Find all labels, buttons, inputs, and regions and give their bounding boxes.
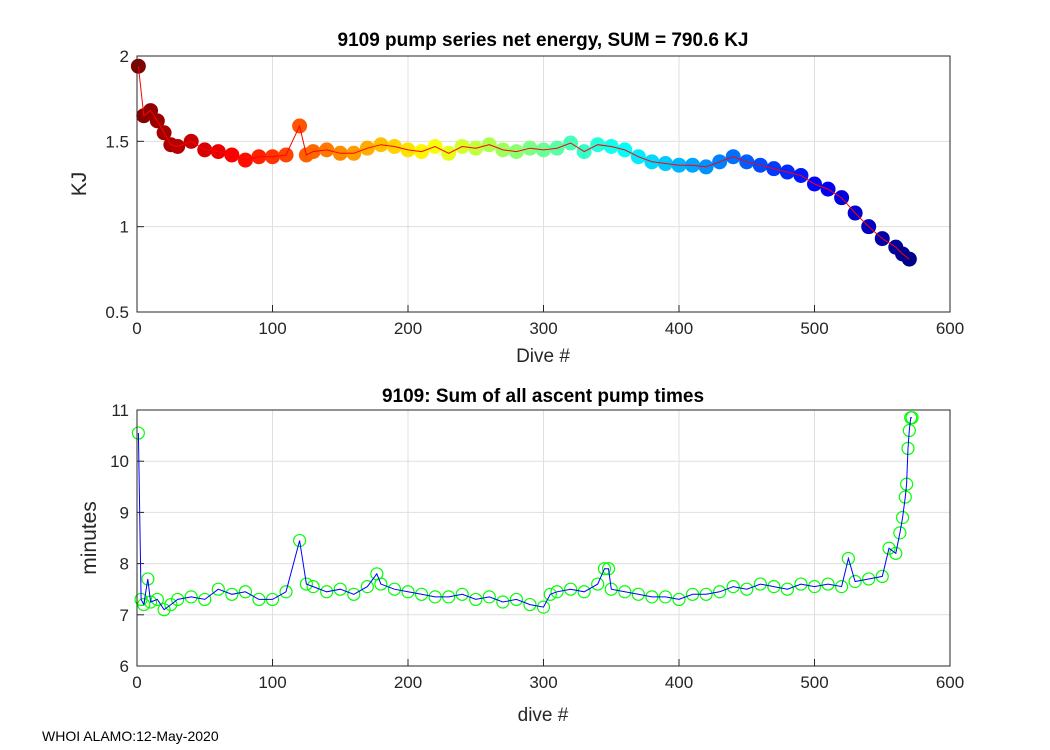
pump-time-y-tick-label: 6 xyxy=(120,657,129,676)
pump-time-data-point xyxy=(509,592,524,607)
energy-series-line xyxy=(137,66,910,260)
pump-time-x-tick-label: 400 xyxy=(665,673,693,692)
pump-time-data-point xyxy=(469,592,483,607)
pump-time-data-point xyxy=(550,585,564,599)
pump-time-x-tick-label: 500 xyxy=(800,673,828,692)
pump-time-data-point xyxy=(137,597,151,612)
pump-time-data-point xyxy=(225,587,239,601)
pump-time-x-tick-label: 100 xyxy=(258,673,286,692)
pump-time-data-point xyxy=(780,582,795,596)
energy-x-tick-label: 300 xyxy=(529,319,557,338)
pump-time-data-point xyxy=(794,577,808,591)
pump-time-data-point xyxy=(536,600,551,614)
pump-time-data-point xyxy=(482,590,496,604)
energy-data-point xyxy=(901,251,917,267)
pump-time-data-point xyxy=(299,577,313,591)
pump-time-data-point xyxy=(893,526,907,540)
pump-time-data-point xyxy=(807,580,822,594)
pump-time-data-point xyxy=(401,585,415,599)
pump-time-x-tick-label: 200 xyxy=(394,673,422,692)
pump-time-data-point xyxy=(360,580,374,594)
pump-time-data-point xyxy=(563,582,578,596)
pump-time-data-point xyxy=(293,533,307,548)
energy-x-tick-label: 400 xyxy=(665,319,693,338)
pump-time-series-line xyxy=(137,417,913,611)
pump-time-data-point xyxy=(672,592,686,607)
pump-time-y-tick-label: 11 xyxy=(111,401,129,420)
pump-time-data-point xyxy=(834,580,849,594)
pump-time-data-point xyxy=(875,569,889,584)
pump-time-data-point xyxy=(320,585,334,599)
pump-time-data-point xyxy=(211,582,225,596)
pump-time-data-point xyxy=(333,582,347,596)
pump-time-data-point xyxy=(841,551,855,566)
pump-time-data-point xyxy=(848,574,862,589)
footer-timestamp: WHOI ALAMO:12-May-2020 xyxy=(42,728,219,744)
pump-time-data-point xyxy=(618,585,632,599)
pump-time-data-point xyxy=(184,590,198,604)
pump-time-data-point xyxy=(591,577,605,591)
pump-time-data-point xyxy=(238,585,252,599)
pump-time-data-point xyxy=(150,592,164,607)
energy-y-tick-label: 0.5 xyxy=(105,303,129,322)
pump-time-x-tick-label: 0 xyxy=(132,673,141,692)
pump-time-data-point xyxy=(198,592,212,607)
pump-time-data-point xyxy=(279,585,293,599)
pump-time-chart-title: 9109: Sum of all ascent pump times xyxy=(382,386,704,407)
pump-time-data-point xyxy=(862,572,876,586)
pump-time-data-point xyxy=(455,587,469,601)
pump-time-data-point xyxy=(882,541,896,555)
pump-time-data-point xyxy=(141,572,155,586)
pump-time-data-point xyxy=(713,585,727,599)
pump-time-chart: 0 100 200 300 400 500 600 6 7 8 9 10 11 9109: Sum of… xyxy=(78,386,964,726)
pump-time-data-point xyxy=(889,546,903,560)
pump-time-data-point xyxy=(601,562,616,576)
pump-time-data-point xyxy=(523,597,537,612)
energy-y-tick-label: 1 xyxy=(120,218,129,237)
pump-time-data-point xyxy=(496,595,510,609)
pump-time-x-tick-label: 600 xyxy=(936,673,964,692)
pump-time-data-point xyxy=(374,577,388,591)
energy-x-tick-label: 200 xyxy=(394,319,422,338)
pump-time-y-tick-label: 9 xyxy=(120,503,129,522)
pump-time-data-point xyxy=(414,587,429,601)
energy-x-tick-label: 100 xyxy=(258,319,286,338)
energy-y-tick-label: 1.5 xyxy=(105,132,129,151)
pump-time-data-point xyxy=(577,585,591,599)
pump-time-data-point xyxy=(597,562,612,576)
pump-time-data-point xyxy=(157,603,171,617)
pump-time-data-point xyxy=(767,580,781,594)
pump-time-x-tick-label: 300 xyxy=(529,673,557,692)
pump-time-data-point xyxy=(905,411,919,425)
pump-time-data-point xyxy=(821,577,835,591)
pump-time-data-point xyxy=(631,587,645,601)
energy-y-tick-label: 2 xyxy=(120,47,129,66)
pump-time-data-point xyxy=(898,490,912,504)
pump-time-x-axis-label: dive # xyxy=(518,705,569,726)
energy-x-tick-label: 600 xyxy=(936,319,964,338)
pump-time-data-point xyxy=(740,582,754,596)
pump-time-y-tick-label: 7 xyxy=(120,606,129,625)
pump-time-data-point xyxy=(171,592,185,607)
pump-time-data-point xyxy=(604,582,618,596)
energy-x-axis-label: Dive # xyxy=(516,346,570,367)
energy-chart-title: 9109 pump series net energy, SUM = 790.6… xyxy=(338,30,749,51)
pump-time-data-point xyxy=(387,582,402,596)
energy-x-tick-label: 0 xyxy=(132,319,141,338)
pump-time-y-tick-label: 10 xyxy=(110,452,129,471)
pump-time-data-point xyxy=(543,587,557,601)
energy-x-tick-label: 500 xyxy=(800,319,828,338)
energy-chart: 0 100 200 300 400 500 600 0.5 1 1.5 2 9109 pump se… xyxy=(68,30,964,367)
pump-time-y-axis-label: minutes xyxy=(78,501,101,575)
pump-time-data-point xyxy=(347,587,361,601)
energy-y-axis-label: KJ xyxy=(68,172,91,197)
pump-time-data-point xyxy=(895,510,910,525)
pump-time-data-point xyxy=(306,580,320,594)
pump-time-data-point xyxy=(753,577,767,591)
pump-time-y-tick-label: 8 xyxy=(120,555,129,574)
pump-time-data-point xyxy=(726,580,740,594)
pump-time-data-point xyxy=(164,597,178,612)
